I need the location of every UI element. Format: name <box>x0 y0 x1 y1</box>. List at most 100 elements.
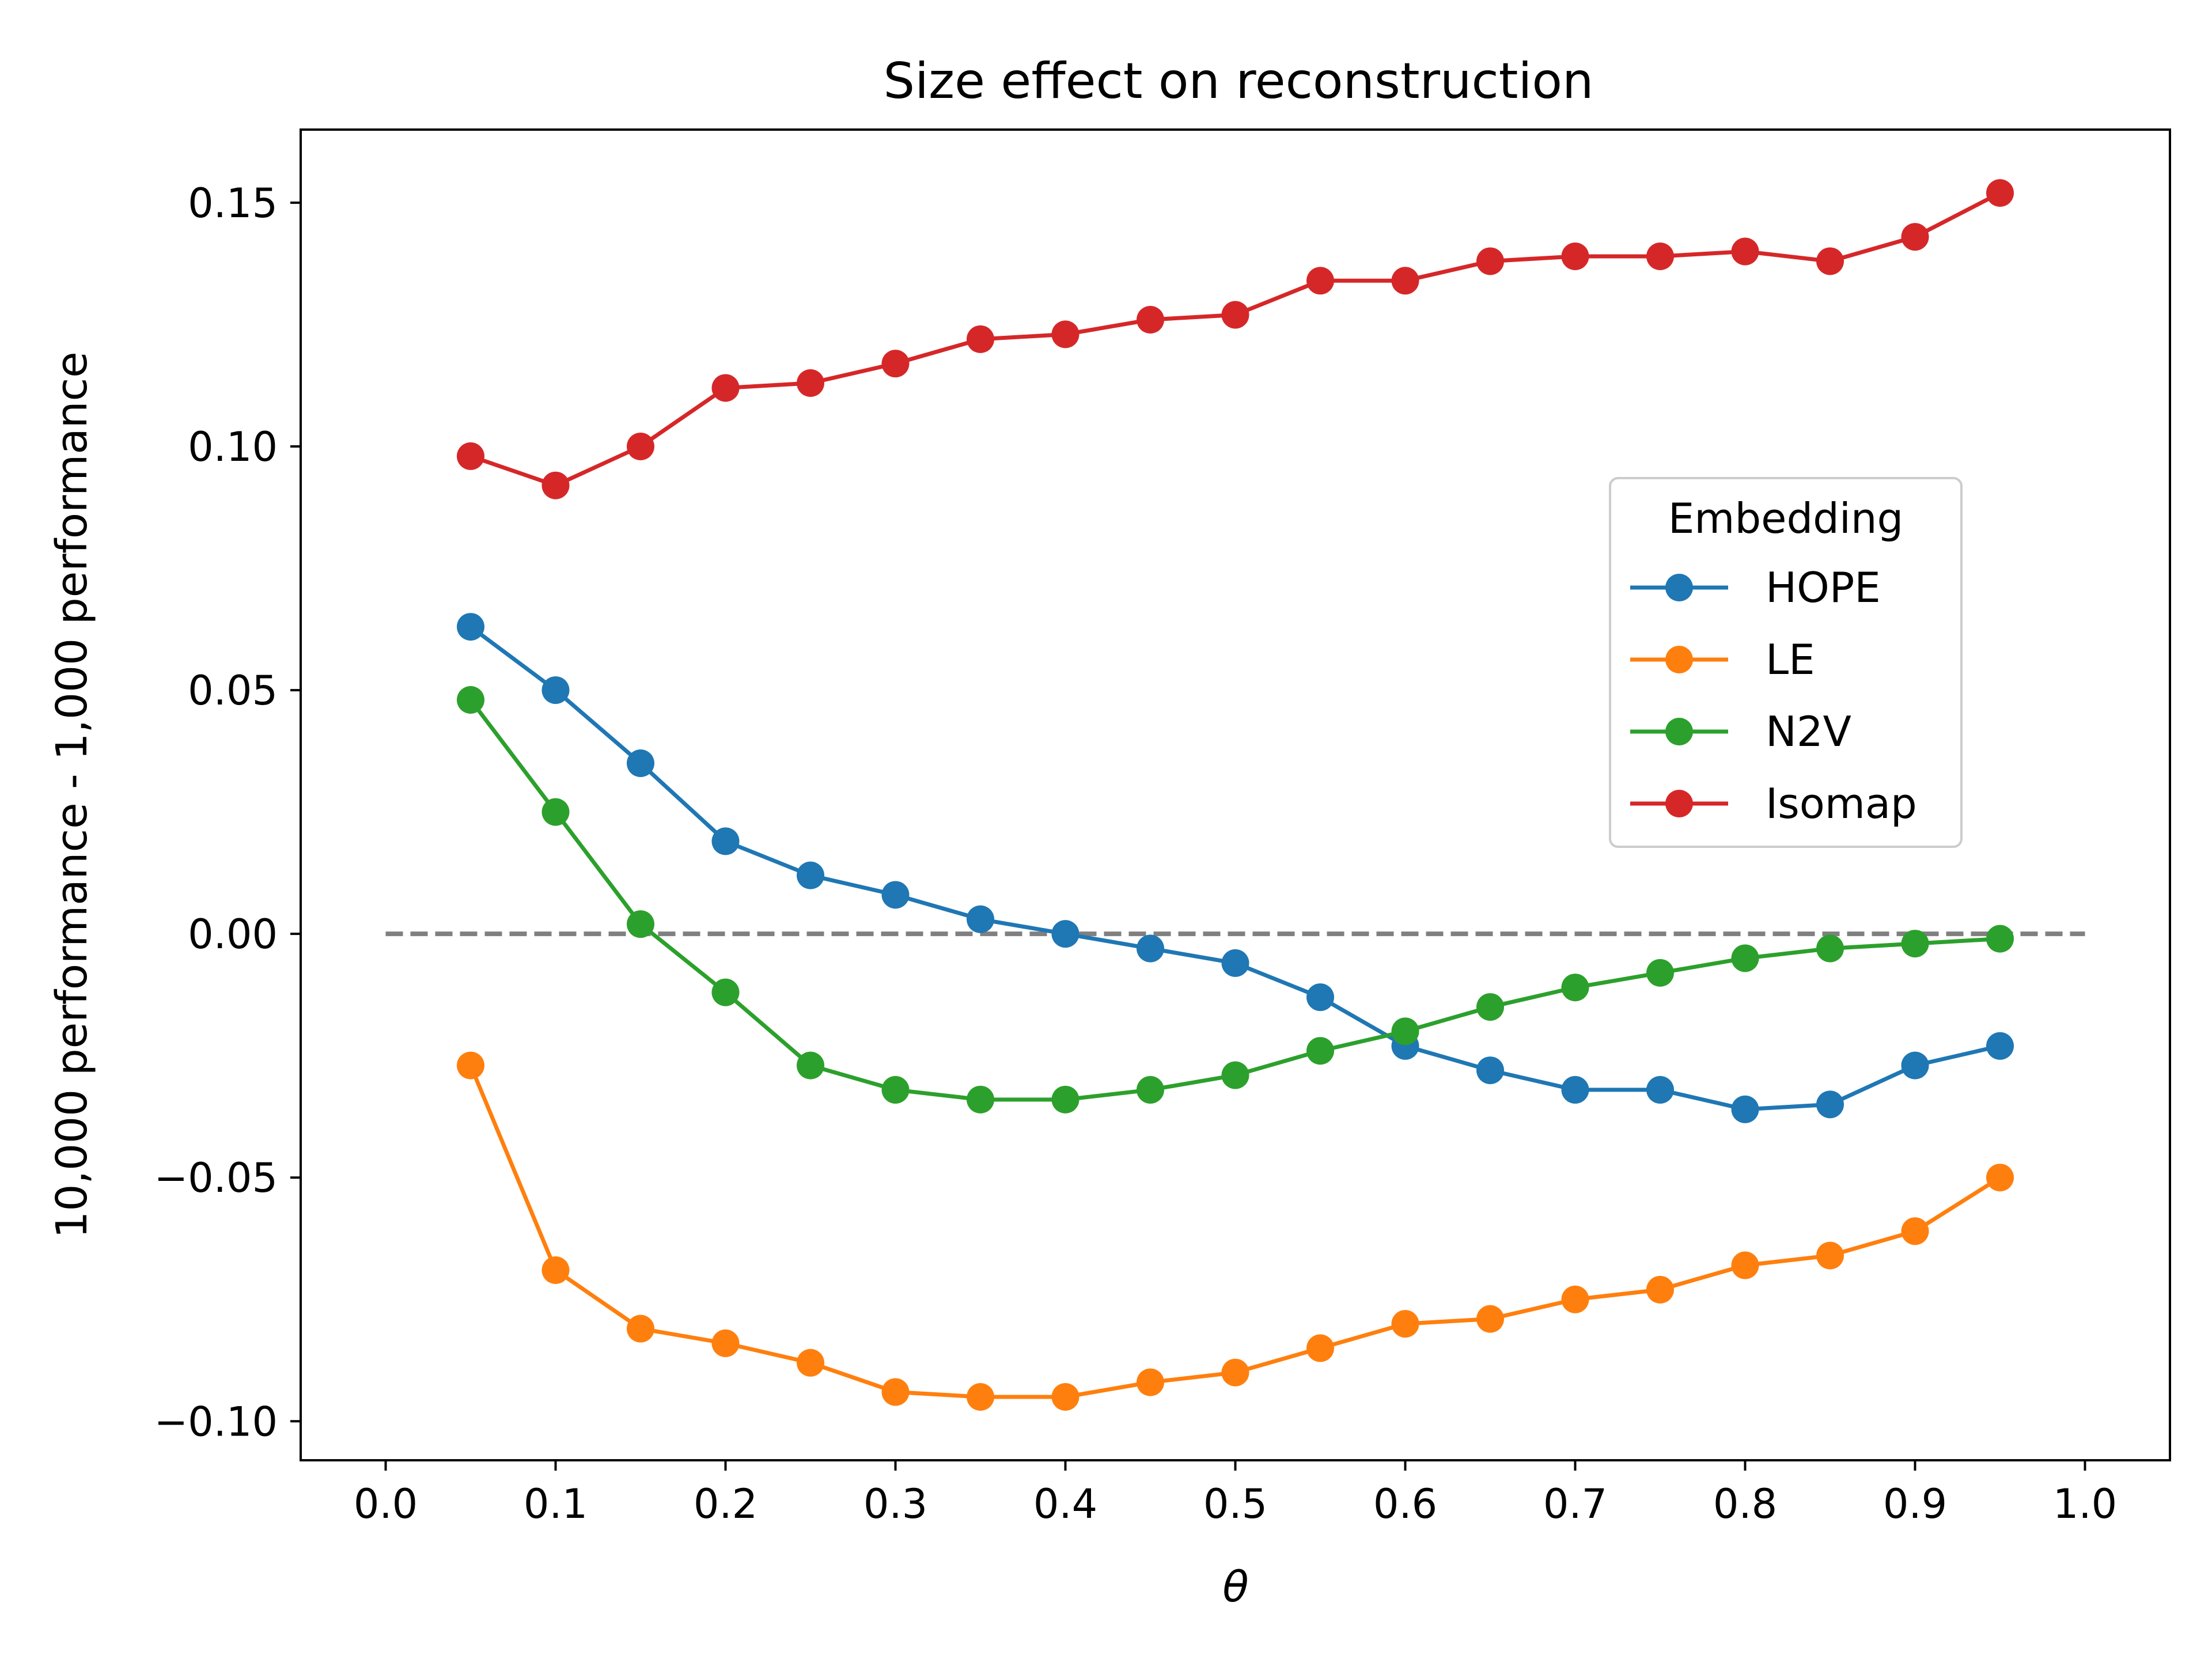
data-point-isomap <box>1221 301 1249 329</box>
data-point-isomap <box>711 374 740 402</box>
data-point-le <box>1901 1217 1929 1245</box>
data-point-le <box>1137 1368 1164 1396</box>
legend-marker-le <box>1665 646 1693 673</box>
data-point-le <box>1646 1275 1674 1304</box>
data-point-le <box>881 1378 910 1406</box>
data-point-n2v <box>967 1085 994 1113</box>
data-point-isomap <box>627 433 654 460</box>
data-point-hope <box>967 905 994 933</box>
y-tick-label: −0.05 <box>154 1154 278 1202</box>
data-point-le <box>457 1051 484 1080</box>
data-point-hope <box>1646 1075 1674 1104</box>
data-point-hope <box>541 676 570 704</box>
data-point-n2v <box>1051 1085 1080 1113</box>
x-tick-label: 0.4 <box>1033 1480 1097 1528</box>
data-point-le <box>1221 1358 1249 1387</box>
data-point-le <box>541 1256 570 1284</box>
data-point-isomap <box>1391 267 1419 295</box>
legend-label-isomap: Isomap <box>1766 779 1917 828</box>
series-n2v <box>457 686 2014 1113</box>
legend-marker-n2v <box>1665 718 1693 745</box>
y-axis-label: 10,000 performance - 1,000 performance <box>47 351 97 1238</box>
data-point-isomap <box>1901 223 1929 251</box>
data-point-n2v <box>1986 925 2014 953</box>
data-point-hope <box>1476 1056 1504 1085</box>
legend-label-le: LE <box>1766 635 1815 684</box>
data-point-isomap <box>1476 247 1504 275</box>
data-point-n2v <box>541 798 570 826</box>
data-point-hope <box>1306 983 1334 1012</box>
legend-box <box>1609 477 1963 848</box>
x-tick-label: 0.8 <box>1713 1480 1777 1528</box>
legend-marker-isomap <box>1665 790 1693 817</box>
x-tick-label: 0.9 <box>1883 1480 1947 1528</box>
legend-label-n2v: N2V <box>1766 707 1851 756</box>
data-point-le <box>711 1329 740 1357</box>
legend-marker-hope <box>1665 574 1693 601</box>
data-point-hope <box>1137 934 1164 963</box>
data-point-n2v <box>1476 993 1504 1021</box>
data-point-n2v <box>1391 1017 1419 1046</box>
x-tick-label: 1.0 <box>2053 1480 2117 1528</box>
data-point-n2v <box>881 1075 910 1104</box>
series-hope <box>457 613 2014 1123</box>
data-point-n2v <box>1221 1061 1249 1089</box>
data-point-le <box>1051 1383 1080 1411</box>
x-tick-label: 0.1 <box>524 1480 588 1528</box>
data-point-hope <box>881 881 910 909</box>
data-point-isomap <box>1561 243 1589 270</box>
y-tick-label: −0.10 <box>154 1398 278 1445</box>
data-point-hope <box>627 749 654 777</box>
y-tick-label: 0.15 <box>188 180 278 227</box>
x-tick-label: 0.6 <box>1373 1480 1437 1528</box>
data-point-le <box>1731 1251 1759 1279</box>
data-point-hope <box>1561 1075 1589 1104</box>
data-point-n2v <box>1901 930 1929 958</box>
data-point-n2v <box>797 1051 824 1080</box>
chart-title: Size effect on reconstruction <box>884 52 1594 110</box>
data-point-isomap <box>1306 267 1334 295</box>
series-line-le <box>468 1065 2001 1399</box>
legend-label-hope: HOPE <box>1766 563 1881 612</box>
data-point-hope <box>797 861 824 889</box>
x-tick-label: 0.2 <box>694 1480 757 1528</box>
x-tick-label: 0.5 <box>1203 1480 1267 1528</box>
y-tick-label: 0.05 <box>188 667 278 714</box>
data-point-hope <box>1901 1051 1929 1080</box>
data-point-n2v <box>1731 944 1759 972</box>
series-le <box>457 1051 2014 1411</box>
data-point-hope <box>1731 1095 1759 1123</box>
x-tick-label: 0.3 <box>863 1480 927 1528</box>
data-point-n2v <box>1561 974 1589 1002</box>
data-point-isomap <box>457 442 484 470</box>
data-point-n2v <box>711 978 740 1006</box>
y-tick-label: 0.10 <box>188 423 278 471</box>
data-point-hope <box>1221 949 1249 977</box>
data-point-le <box>967 1383 994 1411</box>
data-point-isomap <box>1816 247 1844 275</box>
data-point-isomap <box>881 350 910 378</box>
data-point-le <box>1476 1305 1504 1333</box>
data-point-isomap <box>797 369 824 397</box>
data-point-isomap <box>1986 179 2014 207</box>
data-point-isomap <box>1051 320 1080 349</box>
data-point-le <box>1561 1285 1589 1313</box>
data-point-n2v <box>1816 934 1844 963</box>
data-point-le <box>1391 1310 1419 1338</box>
data-point-isomap <box>1731 237 1759 266</box>
data-point-isomap <box>1137 306 1164 334</box>
data-point-n2v <box>1306 1037 1334 1065</box>
data-point-hope <box>1816 1090 1844 1119</box>
series-line-isomap <box>469 191 2001 488</box>
x-axis-label: θ <box>1222 1562 1248 1612</box>
data-point-hope <box>457 613 484 641</box>
data-point-n2v <box>1646 959 1674 987</box>
y-tick-label: 0.00 <box>188 911 278 958</box>
data-point-isomap <box>1646 243 1674 270</box>
data-point-isomap <box>967 325 994 353</box>
data-point-le <box>797 1349 824 1377</box>
series-isomap <box>457 179 2014 499</box>
data-point-isomap <box>541 471 570 499</box>
data-point-n2v <box>457 686 484 714</box>
